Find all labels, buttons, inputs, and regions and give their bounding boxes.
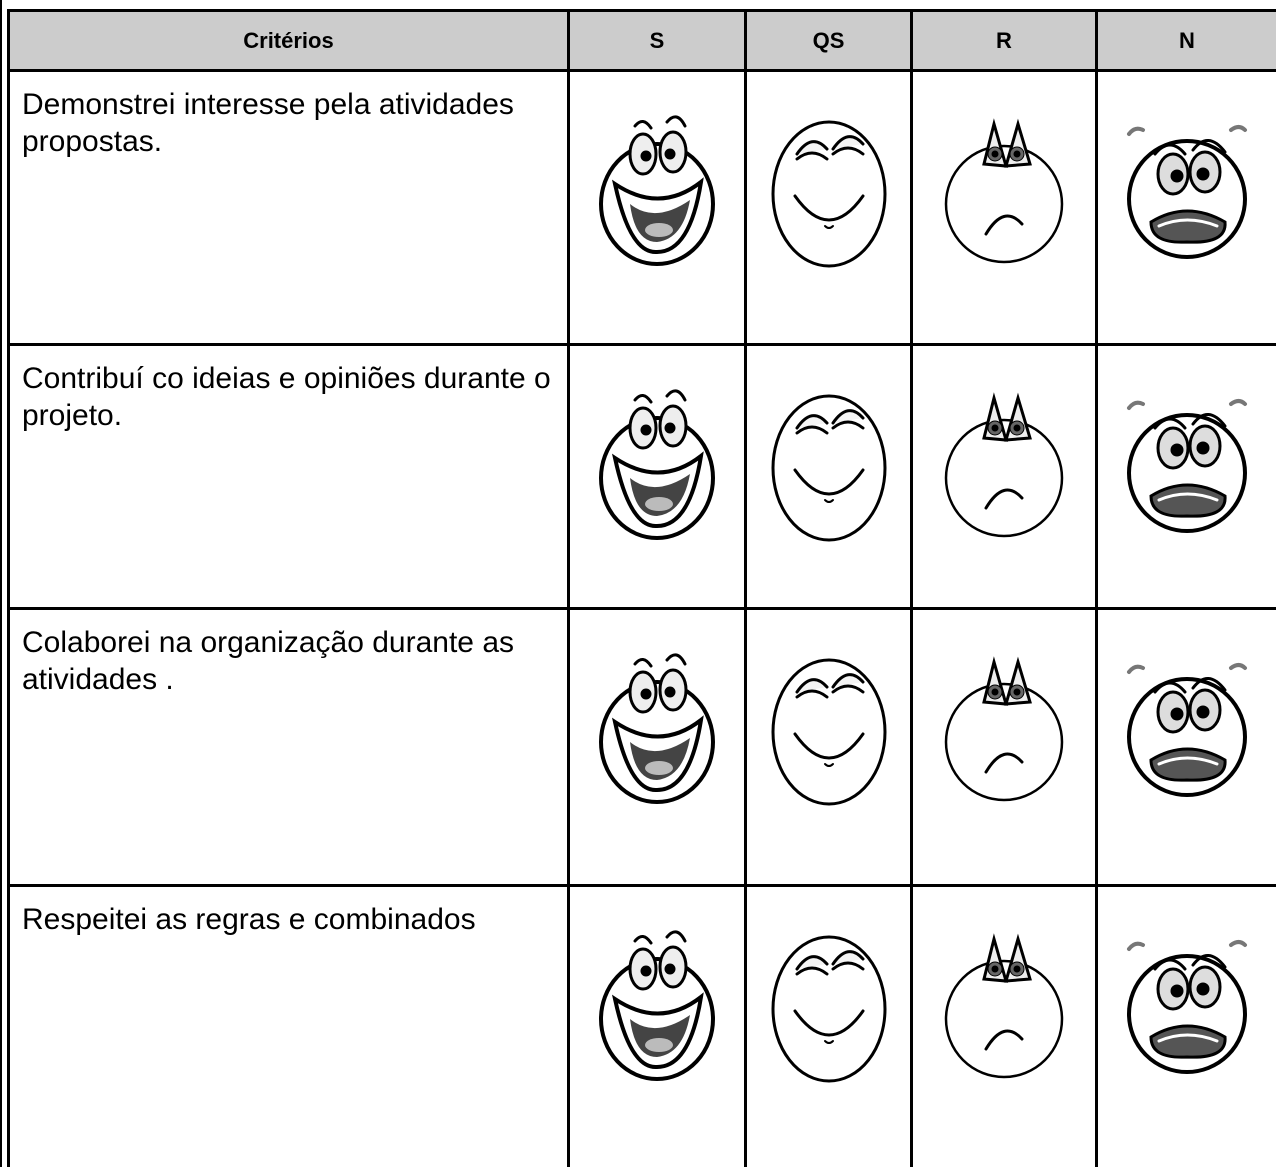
face-icon [1127, 125, 1247, 259]
face-icon [771, 935, 886, 1083]
face-cell [913, 887, 1098, 1167]
face-cell [570, 346, 747, 610]
face-icon [1127, 940, 1247, 1074]
face-cell [570, 887, 747, 1167]
face-icon [599, 114, 715, 266]
left-edge [0, 0, 2, 1167]
face-cell [570, 72, 747, 346]
face-cell [747, 346, 913, 610]
criterion-cell: Colaborei na organização durante as ativ… [10, 610, 570, 887]
face-icon [599, 388, 715, 540]
face-icon [1127, 663, 1247, 797]
face-icon [944, 660, 1064, 802]
face-icon [599, 929, 715, 1081]
face-icon [944, 396, 1064, 538]
header-cell: N [1098, 12, 1276, 72]
face-cell [913, 72, 1098, 346]
criterion-cell: Respeitei as regras e combinados [10, 887, 570, 1167]
header-cell: Critérios [10, 12, 570, 72]
face-icon [944, 122, 1064, 264]
face-cell [747, 887, 913, 1167]
criterion-cell: Demonstrei interesse pela atividades pro… [10, 72, 570, 346]
face-cell [747, 72, 913, 346]
face-cell [1098, 72, 1276, 346]
face-icon [599, 652, 715, 804]
header-cell: R [913, 12, 1098, 72]
face-cell [570, 610, 747, 887]
header-cell: QS [747, 12, 913, 72]
face-cell [913, 610, 1098, 887]
left-border [7, 9, 10, 1167]
face-cell [1098, 887, 1276, 1167]
face-cell [747, 610, 913, 887]
face-cell [1098, 346, 1276, 610]
face-icon [944, 937, 1064, 1079]
face-icon [1127, 399, 1247, 533]
face-icon [771, 120, 886, 268]
face-cell [1098, 610, 1276, 887]
criterion-cell: Contribuí co ideias e opiniões durante o… [10, 346, 570, 610]
top-border [10, 9, 1276, 12]
face-icon [771, 394, 886, 542]
face-icon [771, 658, 886, 806]
face-cell [913, 346, 1098, 610]
header-cell: S [570, 12, 747, 72]
